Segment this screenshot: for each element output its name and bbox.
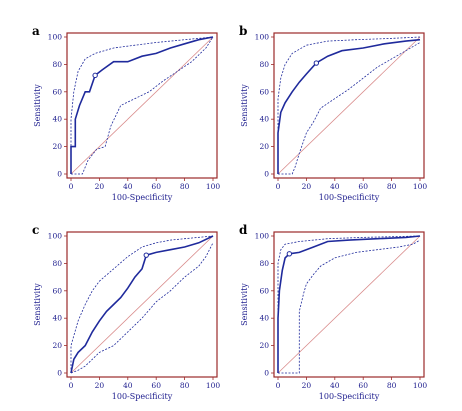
x-tick-label: 20 [302,182,312,191]
x-tick-label: 0 [69,182,74,191]
x-tick-label: 0 [276,381,281,390]
x-tick-label: 40 [330,381,340,390]
y-tick-label: 60 [52,87,62,96]
x-tick-label: 80 [387,182,397,191]
x-tick-label: 100 [206,182,221,191]
y-axis-title: Sensitivity [33,84,42,127]
roc-curve [277,38,421,174]
x-axis-title: 100-Specificity [112,193,173,202]
y-tick-label: 40 [52,314,62,323]
panel-label: c [32,223,39,237]
y-tick-label: 80 [259,259,269,268]
x-tick-label: 80 [180,182,190,191]
plot-frame [273,231,425,378]
x-tick-label: 60 [151,182,161,191]
reference-diagonal [70,235,214,374]
x-tick-label: 0 [69,381,74,390]
y-axis-title: Sensitivity [240,84,249,127]
x-tick-label: 40 [123,381,133,390]
y-tick-label: 0 [264,170,269,179]
x-tick-label: 60 [151,381,161,390]
confidence-bound [71,36,214,175]
plot-frame [66,32,218,179]
x-tick-label: 60 [358,381,368,390]
confidence-bound [277,235,421,373]
y-tick-label: 0 [57,170,62,179]
x-tick-label: 100 [413,381,428,390]
reference-diagonal [277,235,421,374]
y-tick-label: 100 [48,232,63,241]
x-tick-label: 60 [358,182,368,191]
confidence-bound [70,235,214,373]
x-tick-label: 80 [180,381,190,390]
x-axis-title: 100-Specificity [319,392,380,401]
panel-b: b 0 20 40 60 80 100 0 20 40 60 80 100 100-Specificity… [239,24,427,202]
y-tick-label: 40 [52,115,62,124]
y-axis-title: Sensitivity [240,283,249,326]
confidence-bound [278,42,421,175]
x-tick-label: 0 [276,182,281,191]
y-tick-label: 20 [52,142,62,151]
x-tick-label: 100 [206,381,221,390]
panel-label: a [32,24,40,38]
x-tick-label: 20 [95,182,105,191]
x-tick-label: 100 [413,182,428,191]
cutoff-point [92,72,98,79]
y-tick-label: 100 [255,232,270,241]
y-tick-label: 60 [259,87,269,96]
panel-a: a 0 20 40 60 80 100 0 20 40 60 80 100 100-Specificity… [32,24,220,202]
y-tick-label: 20 [52,341,62,350]
confidence-bound [70,36,214,174]
y-tick-label: 100 [255,33,270,42]
x-tick-label: 20 [95,381,105,390]
roc-curve [70,36,214,174]
y-tick-label: 20 [259,341,269,350]
x-tick-label: 80 [387,381,397,390]
panel-label: d [239,223,248,237]
y-tick-label: 60 [52,286,62,295]
y-tick-label: 20 [259,142,269,151]
confidence-bound [70,242,214,374]
confidence-bound [277,36,421,174]
cutoff-point [286,251,293,257]
confidence-bound [278,239,421,374]
y-tick-label: 100 [48,33,63,42]
x-tick-label: 20 [302,381,312,390]
y-tick-label: 0 [57,369,62,378]
panel-d: d 0 20 40 60 80 100 0 20 40 60 80 100 100-Specificity… [239,223,427,401]
x-axis-title: 100-Specificity [319,193,380,202]
panel-c: c 0 20 40 60 80 100 0 20 40 60 80 100 100-Specificity… [32,223,220,401]
x-tick-label: 40 [330,182,340,191]
x-axis-title: 100-Specificity [112,392,173,401]
y-tick-label: 80 [259,60,269,69]
y-tick-label: 80 [52,60,62,69]
x-tick-label: 40 [123,182,133,191]
y-tick-label: 0 [264,369,269,378]
y-tick-label: 80 [52,259,62,268]
panel-label: b [239,24,247,38]
reference-diagonal [70,36,214,175]
y-tick-label: 40 [259,314,269,323]
y-tick-label: 40 [259,115,269,124]
y-axis-title: Sensitivity [33,283,42,326]
plot-frame [273,32,425,179]
cutoff-point [143,252,149,258]
y-tick-label: 60 [259,286,269,295]
roc-curve [70,235,214,374]
plot-frame [66,231,218,378]
roc-curve [277,235,421,373]
cutoff-point [313,60,320,66]
reference-diagonal [277,36,421,175]
